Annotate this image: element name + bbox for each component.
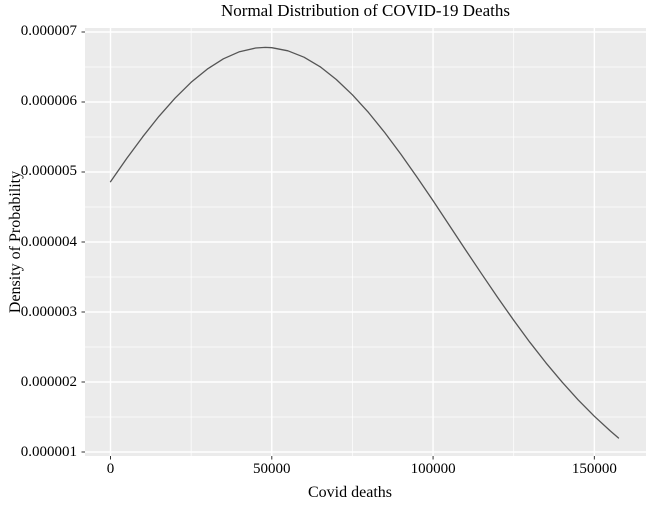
y-tick-label: 0.000001 [20,443,77,460]
chart-title: Normal Distribution of COVID-19 Deaths [221,1,510,20]
x-tick-label: 0 [106,461,115,477]
y-tick-label: 0.000003 [20,303,77,320]
y-tick-label: 0.000004 [20,233,77,250]
density-curve [109,46,620,439]
x-tick-label: 50000 [253,461,291,477]
y-tick-label: 0.000006 [20,93,77,110]
y-tick-label: 0.000002 [20,373,77,390]
x-tick-label: 150000 [571,461,617,477]
y-tick-label: 0.000005 [20,163,77,180]
y-tick-label: 0.000007 [20,23,77,40]
x-tick-label: 100000 [410,461,456,477]
x-axis-title: Covid deaths [308,484,392,501]
